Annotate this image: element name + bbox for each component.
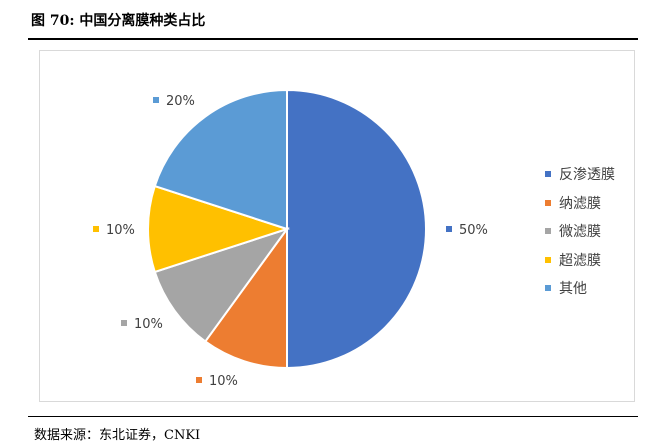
legend-swatch <box>545 171 551 178</box>
source-rule <box>28 416 638 417</box>
data-label-5: 20% <box>153 94 195 109</box>
data-label-swatch <box>446 226 452 232</box>
legend-swatch <box>545 199 551 206</box>
data-label-text: 10% <box>106 223 135 238</box>
legend-label: 其他 <box>559 281 587 298</box>
pie-slice-5 <box>153 88 288 231</box>
legend-swatch <box>545 285 551 292</box>
legend-label: 超滤膜 <box>559 252 601 269</box>
legend-item-5: 其他 <box>545 274 615 303</box>
legend-label: 纳滤膜 <box>559 195 601 212</box>
figure-title: 图 70: 中国分离膜种类占比 <box>31 13 206 29</box>
legend-label: 微滤膜 <box>559 224 601 241</box>
pie-slice-4 <box>147 184 291 274</box>
data-label-text: 20% <box>166 94 195 109</box>
pie-slice-1 <box>286 88 427 370</box>
legend-item-4: 超滤膜 <box>545 246 615 275</box>
legend-item-1: 反渗透膜 <box>545 160 615 189</box>
pie-slice-3 <box>153 227 290 343</box>
legend-item-3: 微滤膜 <box>545 217 615 246</box>
legend: 反渗透膜纳滤膜微滤膜超滤膜其他 <box>545 160 615 303</box>
data-label-swatch <box>121 320 127 326</box>
data-label-swatch <box>153 97 159 103</box>
data-label-text: 50% <box>459 223 488 238</box>
legend-swatch <box>545 256 551 263</box>
data-label-4: 10% <box>93 223 135 238</box>
data-label-swatch <box>196 377 202 383</box>
legend-swatch <box>545 228 551 235</box>
title-rule <box>28 38 638 40</box>
data-label-3: 10% <box>121 317 163 332</box>
data-label-2: 10% <box>196 374 238 389</box>
data-label-text: 10% <box>209 374 238 389</box>
source-note: 数据来源：东北证券，CNKI <box>34 428 201 443</box>
data-label-swatch <box>93 226 99 232</box>
data-label-text: 10% <box>134 317 163 332</box>
legend-label: 反渗透膜 <box>559 167 615 184</box>
pie-slice-2 <box>203 225 288 370</box>
legend-item-2: 纳滤膜 <box>545 189 615 218</box>
data-label-1: 50% <box>446 223 488 238</box>
